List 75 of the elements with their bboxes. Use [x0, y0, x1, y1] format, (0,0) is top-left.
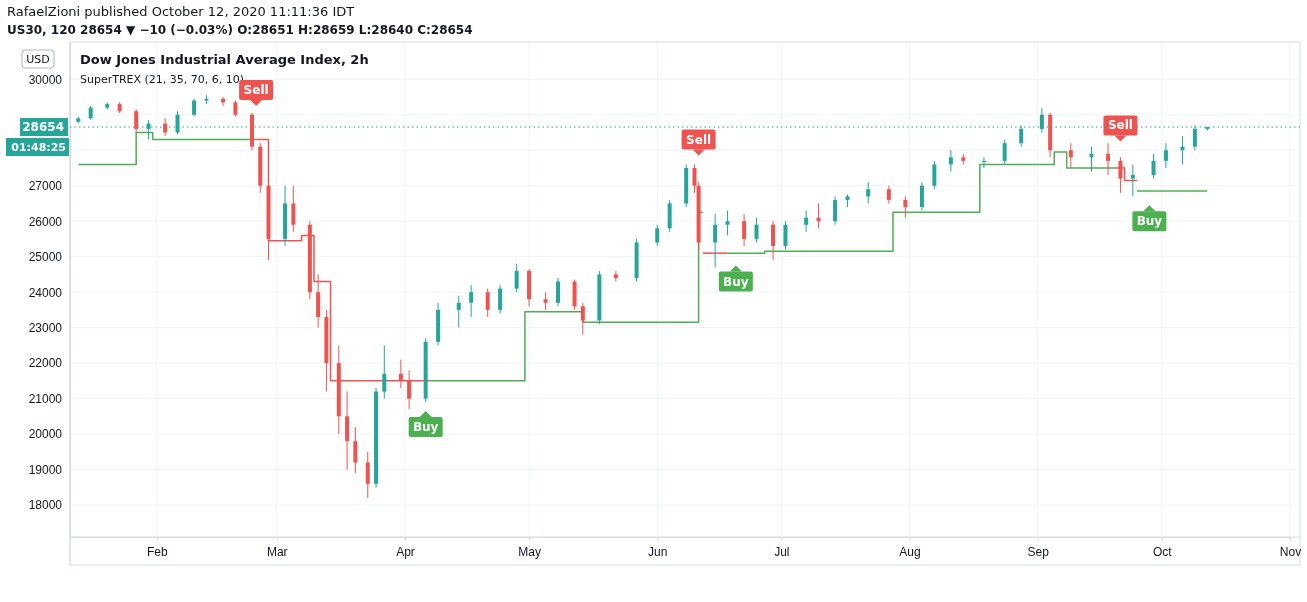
candlestick [866, 181, 871, 204]
y-tick-label: 20000 [28, 427, 63, 442]
candlestick [1068, 142, 1073, 169]
candlestick [981, 156, 986, 169]
candlestick [932, 160, 937, 190]
candlestick [580, 302, 585, 336]
callout: Buy [718, 265, 753, 292]
candlestick [469, 284, 474, 318]
x-tick-label: Aug [899, 544, 921, 559]
x-tick-label: Mar [266, 544, 288, 559]
candlestick [498, 284, 503, 314]
candlestick [1130, 163, 1135, 197]
candlestick [291, 185, 296, 233]
candlestick [1163, 142, 1168, 169]
candlestick [833, 195, 838, 226]
x-tick-label: Jun [648, 544, 668, 559]
callout: Sell [1103, 115, 1138, 142]
candlestick [1106, 142, 1111, 176]
x-tick-label: May [518, 544, 541, 559]
x-tick-label: Sep [1027, 544, 1050, 559]
candlestick [919, 181, 924, 212]
candlestick [804, 210, 809, 233]
x-tick-label: Oct [1152, 544, 1173, 559]
x-tick-label: Nov [1279, 544, 1302, 559]
annotation: Buy [1136, 214, 1163, 229]
y-tick-label: 25000 [28, 250, 63, 265]
candlestick [655, 224, 660, 247]
text: US30, 120 28654 ▼ −10 (−0.03%) O:28651 H:28659 L:28640 C:28654 [7, 23, 473, 37]
candlestick [365, 451, 370, 499]
y-axis-title: USD [26, 53, 50, 66]
candlestick [713, 213, 718, 268]
candlestick [948, 149, 953, 173]
candlestick [353, 426, 358, 474]
y-tick-label: 24000 [28, 285, 63, 300]
x-tick-label: Apr [396, 544, 415, 559]
callout: Sell [239, 79, 274, 106]
candlestick [134, 108, 139, 133]
candlestick [514, 263, 519, 293]
text: 01:48:25 [11, 141, 66, 155]
x-tick-label: Jul [774, 544, 790, 559]
y-tick-label: 26000 [28, 214, 63, 229]
y-tick-label: 27000 [28, 179, 63, 194]
candlestick [382, 344, 387, 400]
candlestick [163, 117, 168, 137]
candlestick [1151, 153, 1156, 180]
candlestick [613, 270, 618, 283]
text: RafaelZioni published October 12, 2020 11:11:36 IDT [7, 4, 355, 19]
callout: Sell [681, 129, 716, 156]
annotation: Sell [686, 132, 712, 147]
y-tick-label: 19000 [28, 462, 63, 477]
candlestick [742, 213, 747, 247]
y-tick-label: 23000 [28, 320, 63, 335]
annotation: Buy [412, 420, 439, 434]
candlestick [1002, 139, 1007, 165]
candlestick [485, 288, 490, 318]
candlestick [783, 220, 788, 251]
candlestick [903, 195, 908, 219]
annotation: Sell [1107, 118, 1133, 133]
y-tick-label: 30000 [28, 72, 63, 87]
ref-line-label: 28654 [22, 120, 64, 135]
candlestick [771, 220, 776, 261]
annotation: Sell [243, 82, 269, 97]
candlestick [754, 217, 759, 243]
candlestick [725, 210, 730, 236]
callout: Buy [1132, 205, 1167, 232]
candlestick [456, 295, 461, 329]
annotation: Buy [723, 274, 749, 289]
callout: Buy [408, 411, 443, 437]
y-tick-label: 21000 [28, 391, 63, 406]
x-tick-label: Feb [147, 544, 169, 559]
candlestick [556, 277, 560, 307]
y-tick-label: 22000 [28, 356, 63, 371]
candlestick [692, 163, 697, 194]
text: Dow Jones Industrial Average Index, 2h [80, 52, 369, 67]
y-tick-label: 18000 [28, 498, 63, 513]
